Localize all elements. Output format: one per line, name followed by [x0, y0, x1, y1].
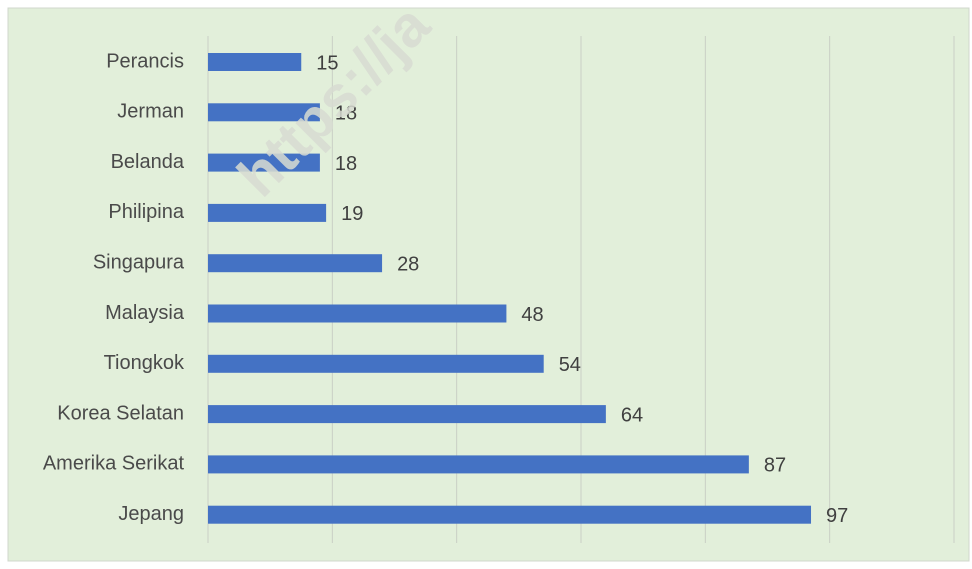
category-label: Jepang: [118, 503, 184, 525]
value-label: 48: [521, 304, 543, 326]
category-label: Philipina: [108, 201, 184, 223]
category-label: Korea Selatan: [57, 402, 184, 424]
value-label: 54: [559, 354, 581, 376]
value-label: 15: [316, 52, 338, 74]
bar: [208, 254, 383, 273]
category-labels: Perancis Jerman Belanda Philipina Singapura M…: [43, 50, 185, 525]
value-label: 97: [826, 505, 848, 527]
bar: [208, 103, 320, 122]
category-label: Singapura: [93, 251, 185, 273]
bar: [208, 153, 320, 172]
bar: [208, 203, 327, 222]
value-label: 87: [764, 455, 786, 477]
value-label: 18: [335, 103, 357, 125]
bar: [208, 505, 812, 524]
bar: [208, 455, 749, 474]
value-labels: 15 18 18 19 28 48 54 64 87 97: [316, 52, 848, 527]
value-label: 64: [621, 404, 643, 426]
value-label: 19: [341, 203, 363, 225]
category-label: Malaysia: [105, 302, 185, 324]
bar: [208, 304, 507, 323]
bar: [208, 354, 544, 373]
bar: [208, 53, 302, 71]
category-label: Perancis: [106, 50, 184, 72]
gridlines: [207, 36, 955, 543]
value-label: 18: [335, 153, 357, 175]
category-label: Belanda: [111, 151, 185, 173]
chart-background: [7, 7, 970, 562]
category-label: Tiongkok: [104, 352, 185, 374]
value-label: 28: [397, 253, 419, 275]
bar: [208, 405, 606, 424]
bars: [208, 53, 812, 524]
category-label: Amerika Serikat: [43, 453, 185, 475]
category-label: Jerman: [117, 101, 184, 123]
